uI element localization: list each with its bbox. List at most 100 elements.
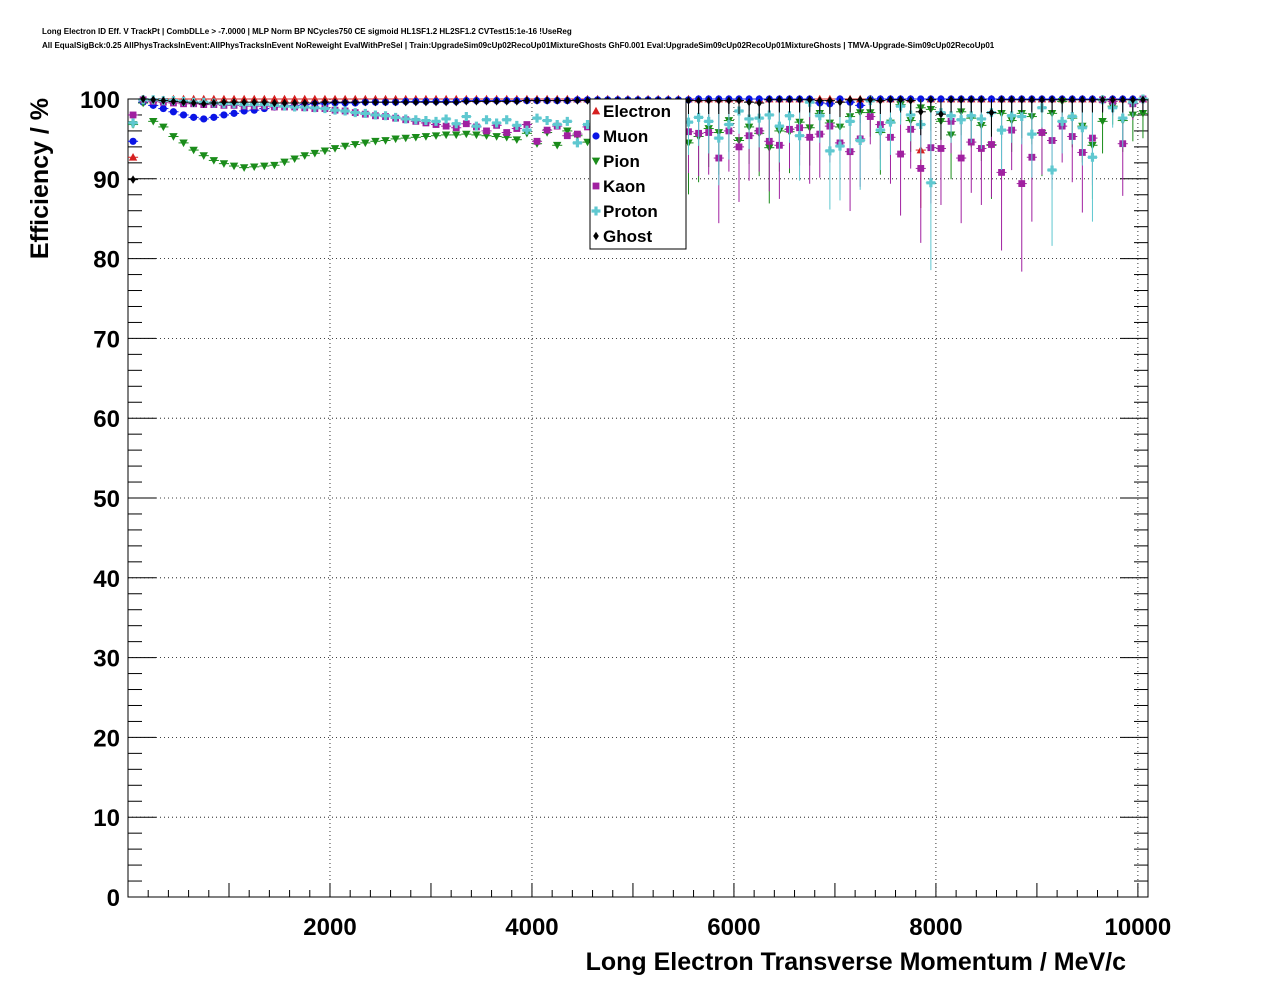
data-point (361, 139, 370, 148)
data-point (200, 115, 208, 123)
data-point (1018, 180, 1026, 187)
data-point (340, 142, 350, 151)
data-point (219, 160, 229, 168)
data-point (1027, 129, 1037, 139)
legend-entry-proton: Proton (591, 202, 658, 221)
data-point (421, 133, 431, 141)
legend-marker (591, 106, 601, 115)
data-point (956, 115, 966, 125)
data-point (1140, 95, 1146, 104)
data-point (401, 134, 410, 143)
data-point (362, 97, 369, 107)
data-point (512, 120, 522, 130)
data-point (270, 161, 279, 170)
data-point (128, 118, 138, 128)
data-point (1059, 95, 1065, 104)
y-tick-label: 80 (93, 247, 120, 274)
data-point (1008, 95, 1015, 104)
data-point (998, 169, 1005, 176)
data-point (210, 113, 218, 121)
data-point (332, 97, 338, 107)
y-tick-label: 40 (93, 566, 120, 593)
data-point (514, 97, 520, 106)
data-point (714, 133, 724, 143)
data-point (988, 141, 995, 148)
data-point (542, 116, 552, 126)
data-point (976, 114, 986, 124)
data-point (169, 108, 178, 116)
data-point (483, 127, 490, 135)
data-point (966, 111, 976, 121)
data-point (503, 129, 511, 136)
data-point (221, 97, 227, 107)
legend-entry-ghost: Ghost (593, 227, 652, 246)
data-point (562, 116, 572, 126)
data-point (968, 95, 975, 104)
series-ghost (128, 94, 1148, 184)
data-point (231, 97, 237, 107)
data-point (564, 96, 571, 105)
legend-label: Pion (603, 152, 640, 171)
data-point (544, 96, 550, 105)
data-point (786, 95, 793, 104)
legend-label: Electron (603, 102, 671, 121)
data-point (300, 152, 309, 160)
legend-label: Muon (603, 127, 648, 146)
data-point (885, 117, 895, 127)
y-tick-label: 0 (107, 885, 120, 912)
data-point (129, 111, 137, 119)
data-point (180, 97, 187, 107)
data-point (835, 141, 845, 151)
chart-title-line1: Long Electron ID Eff. V TrackPt | CombDL… (42, 27, 572, 36)
data-point (473, 97, 480, 106)
x-tick-label: 10000 (1105, 914, 1172, 941)
data-point (129, 137, 137, 145)
y-tick-label: 100 (80, 87, 120, 114)
data-point (251, 97, 258, 107)
x-tick-label: 6000 (707, 914, 760, 941)
data-point (170, 97, 177, 106)
data-point (421, 116, 431, 126)
legend-marker (592, 132, 600, 140)
data-point (998, 95, 1005, 104)
data-point (128, 153, 138, 161)
data-point (200, 99, 207, 108)
data-point (483, 97, 490, 106)
data-point (492, 118, 502, 128)
data-point (897, 150, 904, 158)
x-tick-label: 4000 (505, 914, 558, 941)
data-point (370, 110, 380, 120)
data-point (281, 98, 288, 108)
data-point (815, 111, 825, 121)
data-point (179, 139, 188, 148)
grid-lines (128, 99, 1148, 897)
data-point (423, 97, 429, 107)
data-point (1077, 123, 1087, 133)
data-point (937, 145, 945, 152)
data-point (322, 97, 328, 107)
axes: 2000 4000 6000 8000 10000 0 10 20 30 40 50 60 70 80 90… (80, 87, 1171, 941)
data-point (351, 141, 360, 149)
data-point (1049, 95, 1055, 104)
data-point (847, 95, 853, 104)
data-point (897, 95, 904, 104)
legend-label: Kaon (603, 177, 646, 196)
data-point (563, 127, 572, 136)
data-point (330, 145, 340, 153)
data-point (391, 135, 400, 144)
data-point (806, 95, 813, 104)
data-point (209, 157, 219, 165)
data-point (301, 98, 308, 108)
data-point (796, 95, 803, 104)
data-point (524, 96, 530, 105)
legend-label: Proton (603, 202, 658, 221)
data-point (837, 97, 843, 107)
data-point (261, 97, 268, 107)
data-point (189, 146, 198, 155)
data-point (554, 96, 561, 105)
data-point (352, 97, 359, 107)
data-point (1130, 95, 1136, 104)
data-point (574, 130, 581, 138)
data-point (553, 141, 562, 150)
y-tick-label: 20 (93, 725, 120, 752)
